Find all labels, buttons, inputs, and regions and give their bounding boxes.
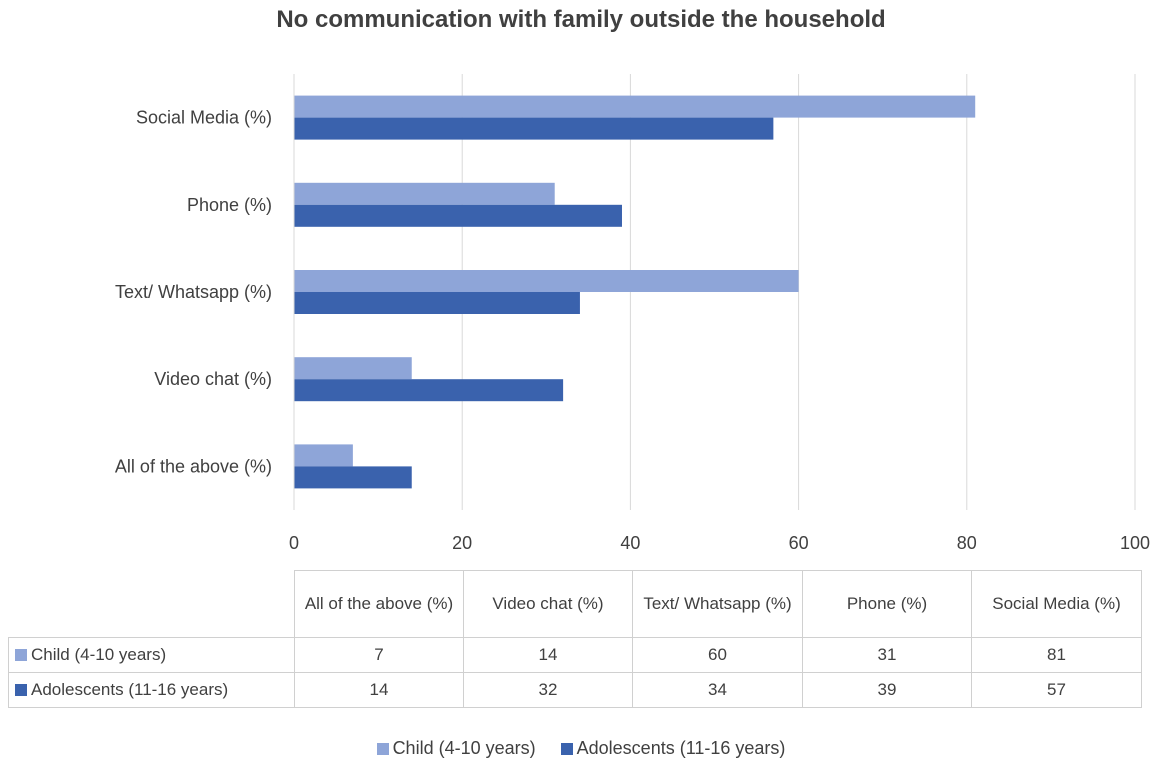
table-row-adolescents: Adolescents (11-16 years) 14 32 34 39 57 bbox=[8, 672, 1142, 708]
adolescents-swatch-icon bbox=[560, 743, 573, 755]
bar-adolescents bbox=[294, 466, 412, 489]
table-cell: 7 bbox=[294, 637, 464, 673]
category-label: All of the above (%) bbox=[115, 456, 272, 476]
table-row-label: Adolescents (11-16 years) bbox=[8, 672, 295, 708]
table-cell: 81 bbox=[971, 637, 1142, 673]
table-header-row: All of the above (%) Video chat (%) Text… bbox=[8, 570, 1142, 638]
bar-chart: 0 20 40 60 80 100 All of the above (%) Video ch… bbox=[115, 74, 1150, 553]
x-tick-label: 60 bbox=[789, 533, 809, 553]
table-row-label: Child (4-10 years) bbox=[8, 637, 295, 673]
category-label: Text/ Whatsapp (%) bbox=[115, 282, 272, 302]
legend-item-child: Child (4-10 years) bbox=[376, 738, 536, 759]
child-swatch-icon bbox=[15, 649, 27, 661]
legend-label: Adolescents (11-16 years) bbox=[576, 738, 786, 758]
table-header-cell: Phone (%) bbox=[802, 570, 972, 638]
bar-adolescents bbox=[294, 204, 622, 227]
table-cell: 14 bbox=[294, 672, 464, 708]
category-label: Social Media (%) bbox=[136, 108, 272, 128]
table-header-cell: Social Media (%) bbox=[971, 570, 1142, 638]
data-table: All of the above (%) Video chat (%) Text… bbox=[8, 570, 1142, 708]
category-label: Video chat (%) bbox=[154, 369, 272, 389]
table-cell: 14 bbox=[463, 637, 633, 673]
adolescents-swatch-icon bbox=[15, 684, 27, 696]
legend-label: Child (4-10 years) bbox=[392, 738, 536, 758]
series-name: Child (4-10 years) bbox=[31, 645, 167, 664]
legend-item-adolescents: Adolescents (11-16 years) bbox=[560, 738, 786, 759]
bar-adolescents bbox=[294, 379, 564, 402]
chart-legend: Child (4-10 years) Adolescents (11-16 ye… bbox=[0, 738, 1162, 759]
x-tick-label: 20 bbox=[452, 533, 472, 553]
bar-child bbox=[294, 182, 555, 205]
table-header-cell: All of the above (%) bbox=[294, 570, 464, 638]
table-cell: 31 bbox=[802, 637, 972, 673]
bar-child bbox=[294, 95, 976, 118]
table-row-child: Child (4-10 years) 7 14 60 31 81 bbox=[8, 637, 1142, 673]
child-swatch-icon bbox=[376, 743, 389, 755]
chart-title: No communication with family outside the… bbox=[276, 6, 886, 33]
x-tick-label: 80 bbox=[957, 533, 977, 553]
table-header-cell: Text/ Whatsapp (%) bbox=[632, 570, 803, 638]
table-header-cell: Video chat (%) bbox=[463, 570, 633, 638]
x-tick-label: 0 bbox=[289, 533, 299, 553]
bar-child bbox=[294, 357, 412, 380]
bar-adolescents bbox=[294, 117, 774, 140]
x-tick-label: 100 bbox=[1120, 533, 1150, 553]
x-tick-label: 40 bbox=[620, 533, 640, 553]
bar-child bbox=[294, 444, 353, 467]
table-cell: 34 bbox=[632, 672, 803, 708]
series-name: Adolescents (11-16 years) bbox=[31, 680, 229, 699]
category-label: Phone (%) bbox=[187, 195, 272, 215]
bar-adolescents bbox=[294, 292, 580, 314]
bar-child bbox=[294, 270, 799, 292]
table-cell: 39 bbox=[802, 672, 972, 708]
table-cell: 57 bbox=[971, 672, 1142, 708]
table-cell: 32 bbox=[463, 672, 633, 708]
table-corner-cell bbox=[8, 570, 295, 638]
table-cell: 60 bbox=[632, 637, 803, 673]
